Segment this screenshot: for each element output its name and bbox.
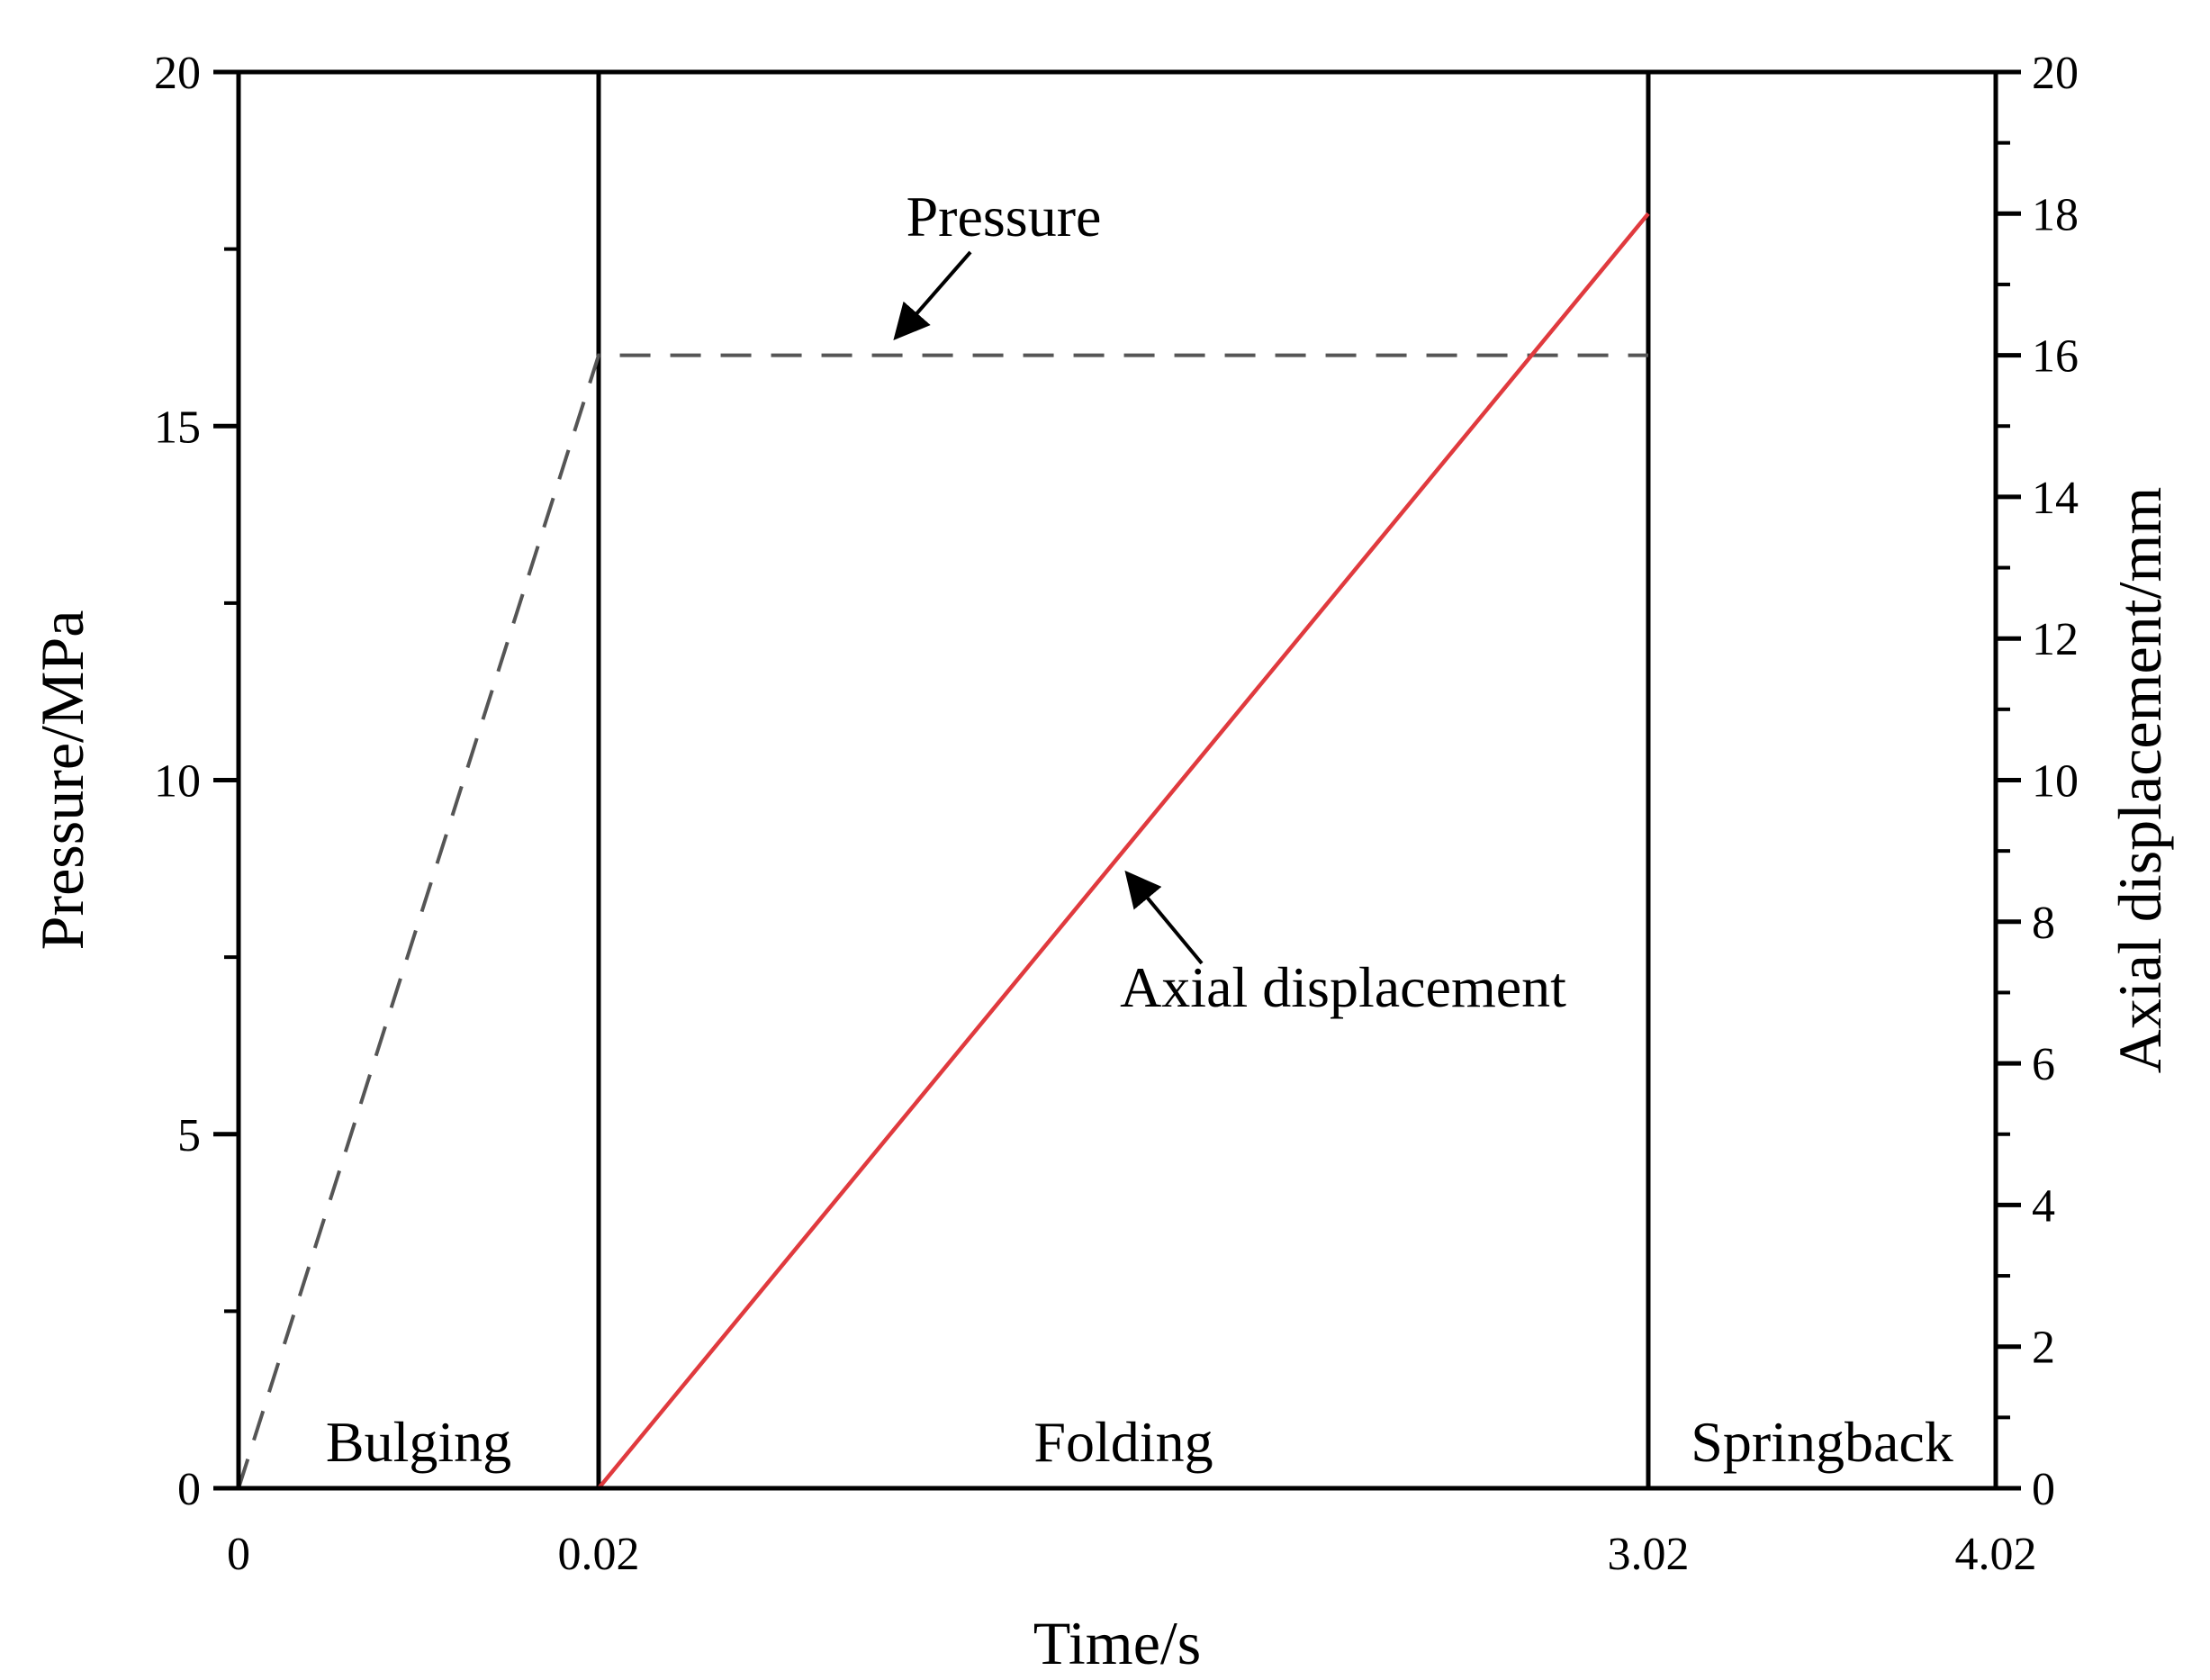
y2-tick-label: 6 bbox=[2032, 1039, 2055, 1090]
y2-tick-label: 2 bbox=[2032, 1323, 2055, 1374]
pressure-arrow bbox=[893, 250, 972, 341]
axes-layer bbox=[213, 69, 2021, 1491]
y-axis-title: Pressure/MPa bbox=[28, 610, 96, 951]
region-label-springback: Springback bbox=[1691, 1410, 1953, 1474]
plot-frame bbox=[236, 69, 1998, 1491]
y2-tick-label: 12 bbox=[2032, 614, 2079, 665]
y2-tick-label: 8 bbox=[2032, 898, 2055, 949]
pressure-line bbox=[237, 353, 1648, 1489]
series-layer bbox=[237, 212, 1650, 1490]
axial-displacement-annotation: Axial displacement bbox=[1120, 955, 1566, 1019]
y-tick-label: 5 bbox=[177, 1110, 201, 1161]
label-layer: 0 5 10 15 20 0 2 4 6 8 10 12 14 16 18 20 0 0.02 3.02 4.02 Ti… bbox=[28, 48, 2174, 1677]
y-tick-label: 20 bbox=[154, 48, 201, 99]
y-tick-label: 0 bbox=[177, 1464, 201, 1515]
axial-displacement-line bbox=[597, 212, 1650, 1490]
region-label-bulging: Bulging bbox=[326, 1410, 511, 1474]
x-tick-label: 3.02 bbox=[1608, 1529, 1690, 1580]
y2-tick-label: 10 bbox=[2032, 756, 2079, 808]
x-tick-label: 0.02 bbox=[558, 1529, 640, 1580]
y2-tick-label: 16 bbox=[2032, 331, 2079, 383]
y2-tick-label: 0 bbox=[2032, 1464, 2055, 1515]
y2-axis-title: Axial displacement/mm bbox=[2106, 487, 2174, 1074]
x-tick-label: 4.02 bbox=[1955, 1529, 2037, 1580]
y2-tick-label: 14 bbox=[2032, 473, 2079, 524]
pressure-annotation: Pressure bbox=[907, 185, 1102, 248]
y2-tick-label: 18 bbox=[2032, 189, 2079, 240]
x-tick-label: 0 bbox=[227, 1529, 250, 1580]
region-layer bbox=[596, 72, 1651, 1488]
y2-tick-label: 4 bbox=[2032, 1180, 2055, 1232]
x-axis-title: Time/s bbox=[1033, 1609, 1201, 1677]
y-tick-label: 15 bbox=[154, 402, 201, 453]
y-tick-label: 10 bbox=[154, 756, 201, 808]
y2-tick-label: 20 bbox=[2032, 48, 2079, 99]
axial-displacement-arrow bbox=[1124, 870, 1204, 965]
region-label-folding: Folding bbox=[1033, 1410, 1213, 1474]
